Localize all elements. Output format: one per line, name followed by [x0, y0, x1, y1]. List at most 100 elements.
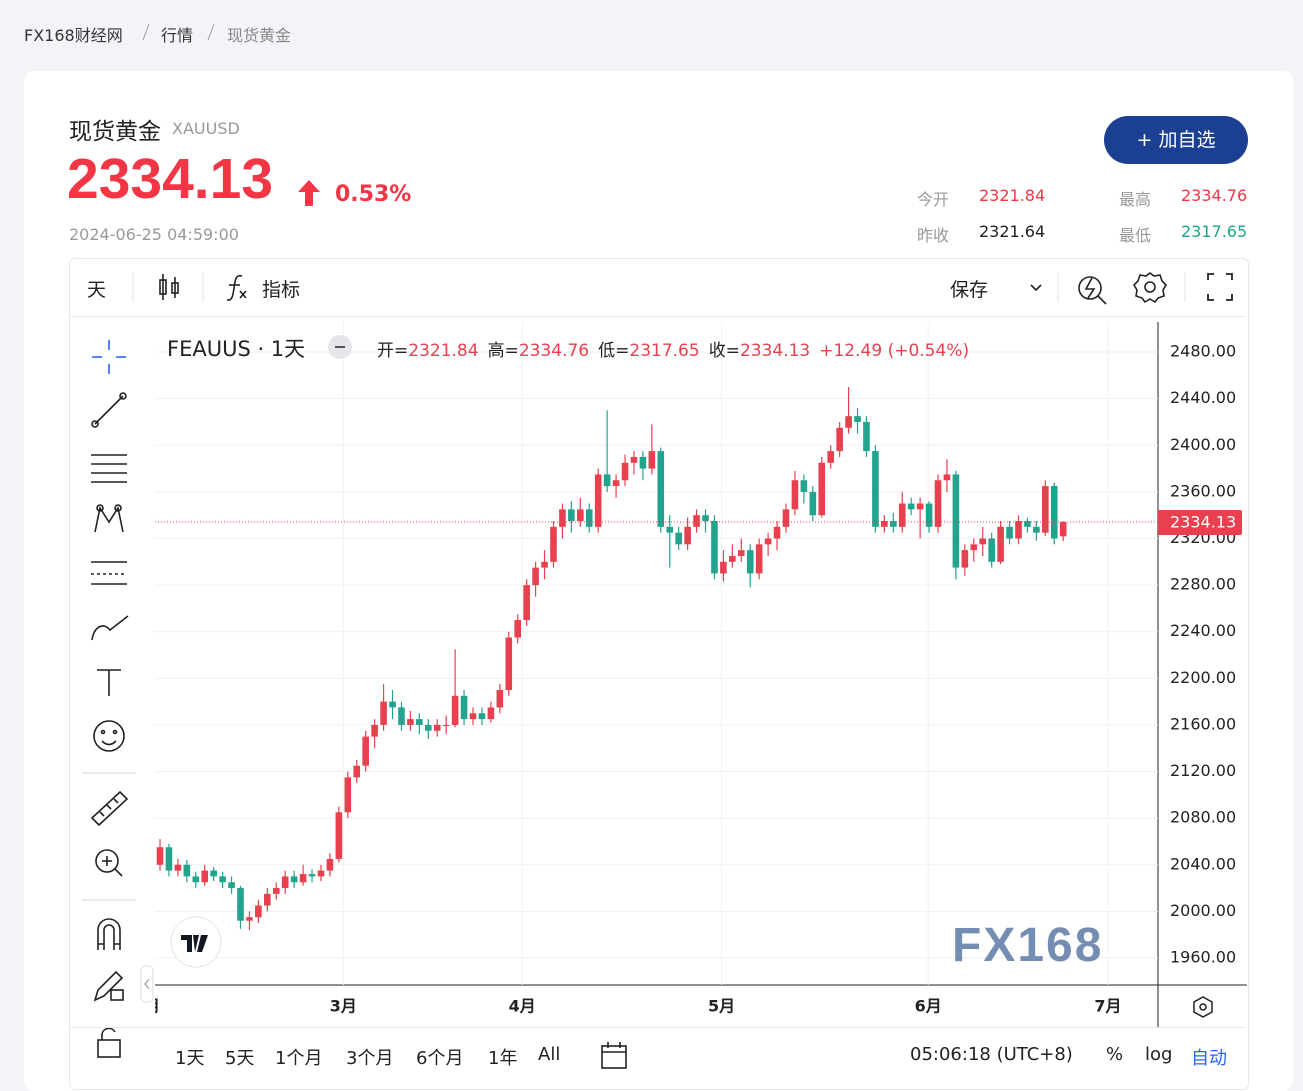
stat-value: 2321.64 [979, 222, 1046, 241]
magnet-tool[interactable] [97, 918, 121, 950]
log-toggle[interactable]: log [1145, 1044, 1173, 1065]
range-button[interactable]: 5天 [225, 1048, 255, 1069]
candle-body [881, 521, 888, 527]
candle-body [585, 509, 593, 527]
legend-value: 2317.65 [629, 341, 700, 361]
percent-toggle[interactable]: % [1106, 1044, 1124, 1065]
candle-body [827, 451, 835, 463]
legend-toggle[interactable] [327, 334, 353, 360]
candle-body [353, 765, 361, 778]
fullscreen-icon[interactable] [1207, 273, 1233, 301]
candle-body [559, 509, 566, 527]
settings-icon[interactable] [1132, 272, 1168, 304]
range-button[interactable]: 1个月 [275, 1048, 323, 1069]
candle-body [666, 526, 674, 533]
last-price-badge [1158, 510, 1242, 536]
trend-line-tool[interactable] [91, 392, 127, 428]
emoji-tool[interactable] [93, 720, 125, 752]
candle-body [898, 503, 906, 527]
candle-body [800, 480, 808, 492]
candle-body [371, 724, 378, 737]
lock-draw-tool[interactable] [93, 970, 124, 1002]
breadcrumb-link[interactable]: FX168财经网 [24, 26, 123, 45]
candle-body [943, 474, 951, 481]
candle-body [326, 858, 334, 871]
x-tick-label: 4月 [509, 997, 536, 1016]
range-button[interactable]: 3个月 [346, 1048, 394, 1069]
candle-body [1042, 486, 1049, 533]
ruler-tool[interactable] [90, 790, 129, 827]
pattern-tool[interactable] [94, 504, 124, 533]
timestamp: 2024-06-25 04:59:00 [69, 225, 239, 244]
chart-widget [69, 258, 1249, 1090]
candle-body [451, 695, 459, 725]
candle-body [925, 503, 933, 527]
candle-body [496, 689, 504, 708]
candle-body [192, 876, 200, 883]
text-tool[interactable] [97, 669, 121, 696]
candle-body [183, 864, 191, 877]
stat-label: 今开 [917, 190, 950, 209]
candle-body [979, 538, 987, 545]
candle-body [416, 719, 423, 725]
candle-body [407, 719, 414, 725]
stat-value: 2321.84 [979, 186, 1046, 205]
candle-body [648, 451, 656, 469]
candle-body [487, 707, 495, 720]
legend-label: 低= [598, 341, 630, 361]
candle-body [362, 736, 369, 766]
candle-body [478, 713, 486, 720]
breadcrumb-link[interactable]: 行情 [161, 26, 194, 45]
clock: 05:06:18 (UTC+8) [910, 1044, 1073, 1065]
x-tick-label: 7月 [1094, 997, 1121, 1016]
legend-change: +12.49 (+0.54%) [819, 341, 970, 361]
candle-body [568, 509, 575, 522]
y-tick-label: 2000.00 [1170, 901, 1236, 920]
lock-tool[interactable] [97, 1027, 121, 1058]
candle-body [961, 550, 969, 568]
zoom-tool[interactable] [95, 849, 123, 877]
range-button[interactable]: 1年 [488, 1048, 518, 1069]
range-button[interactable]: 1天 [175, 1048, 205, 1069]
chart: 2月 3月 4月 5月 6月 7月 1960.00 2000.00 2040.00 2080.00… [155, 322, 1247, 1027]
save-button[interactable]: 保存 [950, 279, 989, 301]
candle-body [228, 882, 235, 889]
y-tick-label: 1960.00 [1170, 947, 1236, 966]
candle-body [845, 416, 852, 428]
auto-toggle[interactable]: 自动 [1191, 1048, 1227, 1069]
range-button[interactable]: All [538, 1044, 561, 1065]
breadcrumb-current: 现货黄金 [227, 26, 292, 45]
range-button[interactable]: 6个月 [416, 1048, 464, 1069]
candle-body [594, 474, 602, 527]
candle-body [308, 874, 316, 877]
collapse-toolbar[interactable] [140, 965, 154, 1003]
candle-type-icon[interactable] [159, 274, 179, 300]
y-tick-label: 2080.00 [1170, 808, 1236, 827]
candle-body [791, 480, 799, 510]
forecast-tool[interactable] [91, 561, 127, 585]
interval-button[interactable]: 天 [87, 279, 107, 301]
candle-body [988, 538, 995, 562]
fib-tool[interactable] [91, 454, 127, 483]
indicator-icon[interactable] [226, 274, 247, 301]
axis-settings-icon[interactable] [1193, 996, 1213, 1018]
price: 2334.13 [67, 147, 274, 211]
candle-body [550, 526, 557, 562]
candle-body [684, 526, 691, 545]
goto-date-icon[interactable] [598, 1040, 630, 1072]
alert-icon[interactable] [1078, 276, 1107, 305]
tradingview-logo[interactable] [170, 916, 222, 968]
candle-body [514, 620, 522, 638]
dropdown-chevron[interactable] [1030, 284, 1042, 292]
brush-tool[interactable] [91, 615, 129, 641]
crosshair-tool[interactable] [92, 340, 126, 374]
y-tick-label: 2040.00 [1170, 854, 1236, 873]
y-tick-label: 2280.00 [1170, 575, 1236, 594]
candle-body [290, 876, 298, 883]
watchlist-button[interactable]: + 加自选 [1104, 116, 1248, 164]
candle-body [156, 847, 164, 865]
candle-body [255, 905, 262, 918]
candle-body [246, 917, 253, 921]
indicators-button[interactable]: 指标 [262, 279, 301, 301]
